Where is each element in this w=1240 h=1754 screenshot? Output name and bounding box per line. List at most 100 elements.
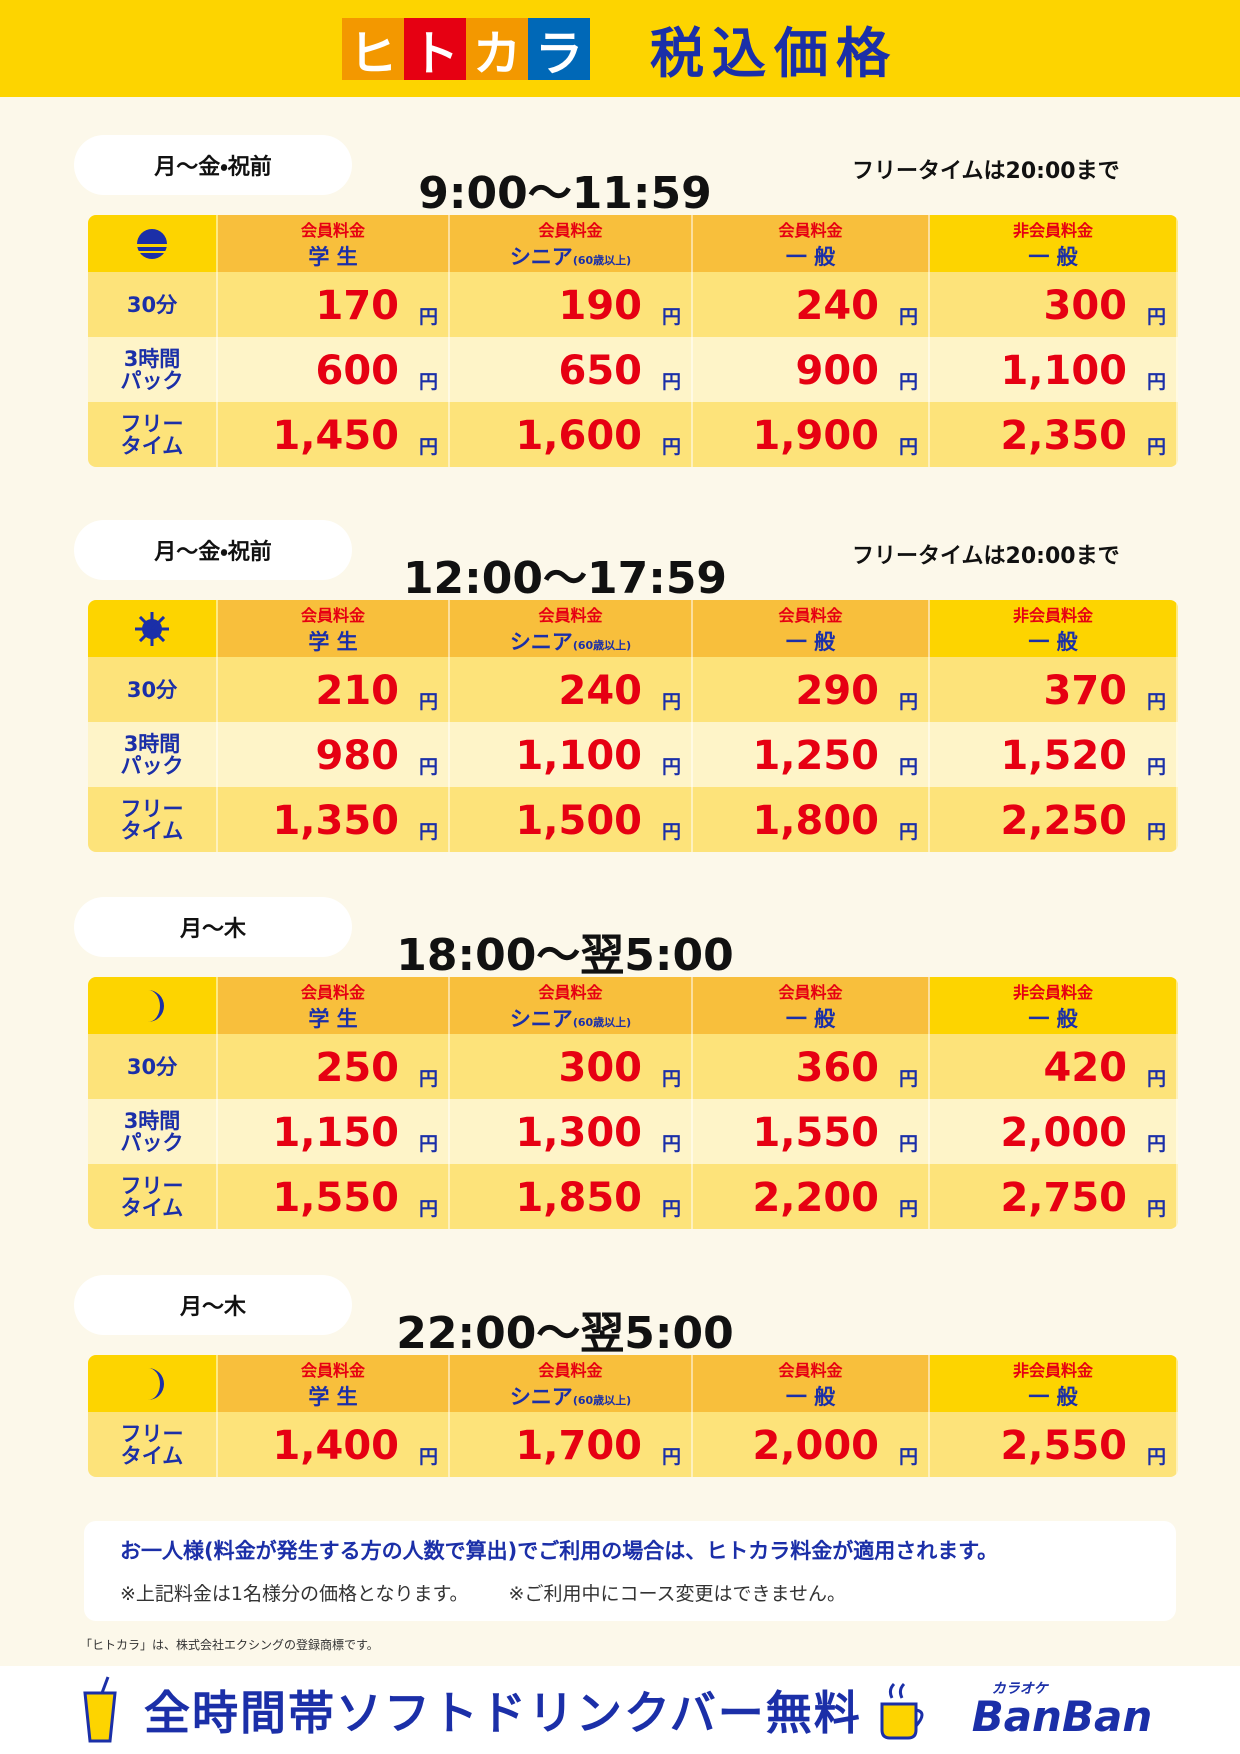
yen: 円 [418,306,438,328]
price: 190 [558,283,642,329]
cup-icon [83,1676,117,1743]
age-note: (60歳以上) [572,638,632,652]
days-label: 月〜木 [74,897,352,957]
price: 1,400 [272,1423,399,1469]
row-label: 30分 [88,657,218,722]
price: 1,850 [515,1175,642,1221]
yen: 円 [898,1068,918,1090]
yen: 円 [1146,306,1166,328]
yen: 円 [898,821,918,843]
yen: 円 [898,691,918,713]
price-cell: 360 円 [693,1034,930,1099]
logo-char: ラ [528,17,590,82]
column-group: 会員料金 [778,220,843,240]
price-table: 会員料金学 生会員料金 シニア(60歳以上) 会員料金一 般非会員料金一 般 30分 2… [88,600,1178,852]
yen: 円 [1146,1446,1166,1468]
price: 1,250 [752,733,879,779]
price: 250 [315,1045,399,1091]
yen: 円 [418,371,438,393]
row-label: フリー タイム [88,1164,218,1229]
column-header: 会員料金 シニア(60歳以上) [450,600,693,657]
yen: 円 [661,1068,681,1090]
column-group: 非会員料金 [1012,220,1093,240]
yen: 円 [898,306,918,328]
price-cell: 1,350 円 [218,787,450,852]
yen: 円 [898,371,918,393]
column-group: 会員料金 [300,982,365,1002]
column-name: シニア(60歳以上) [510,1381,631,1411]
price-cell: 2,250 円 [930,787,1178,852]
price-table: 会員料金学 生会員料金 シニア(60歳以上) 会員料金一 般非会員料金一 般 30分 2… [88,977,1178,1229]
column-header: 会員料金一 般 [693,977,930,1034]
column-group: 会員料金 [778,982,843,1002]
price: 300 [1043,283,1127,329]
price-cell: 1,800 円 [693,787,930,852]
banner: 全時間帯ソフトドリンクバー無料 [144,1686,862,1740]
column-header: 会員料金 シニア(60歳以上) [450,1355,693,1412]
title: 税込価格 [650,22,898,85]
notes-box: お一人様(料金が発生する方の人数で算出)でご利用の場合は、ヒトカラ料金が適用され… [84,1521,1176,1621]
column-name: シニア(60歳以上) [510,626,631,656]
time-icon [88,1355,218,1412]
price-cell: 1,500 円 [450,787,693,852]
yen: 円 [418,1068,438,1090]
price: 1,100 [515,733,642,779]
time-range: 22:00〜翌5:00 [396,1308,734,1359]
yen: 円 [1146,1133,1166,1155]
price-cell: 1,600 円 [450,402,693,467]
column-header: 会員料金一 般 [693,600,930,657]
price: 170 [315,283,399,329]
logo-char: ト [404,17,466,82]
column-name: 一 般 [786,241,835,271]
label-line: 3時間 [123,731,181,756]
footer: 全時間帯ソフトドリンクバー無料 カラオケ BanBan [0,1666,1240,1754]
price-cell: 900 円 [693,337,930,402]
yen: 円 [661,436,681,458]
column-group: 会員料金 [300,220,365,240]
price: 2,000 [752,1423,879,1469]
price-table: 会員料金学 生会員料金 シニア(60歳以上) 会員料金一 般非会員料金一 般 30分 1… [88,215,1178,467]
logo-char: カ [466,17,528,82]
name: 学 生 [308,244,358,269]
yen: 円 [418,436,438,458]
column-name: 一 般 [786,1003,835,1033]
yen: 円 [1146,1198,1166,1220]
price: 2,250 [1000,798,1127,844]
column-header: 会員料金一 般 [693,1355,930,1412]
price-cell: 1,150 円 [218,1099,450,1164]
name: シニア [509,629,573,654]
price-cell: 2,200 円 [693,1164,930,1229]
yen: 円 [1146,371,1166,393]
logo-char: ヒ [342,17,404,82]
days-label: 月〜金・祝前 [74,135,352,195]
column-name: 一 般 [1028,1003,1077,1033]
note: ※ご利用中にコース変更はできません。 [508,1583,846,1605]
price: 1,700 [515,1423,642,1469]
price: 650 [558,348,642,394]
yen: 円 [1146,1068,1166,1090]
price: 210 [315,668,399,714]
price: 240 [558,668,642,714]
label-line: パック [120,1130,184,1155]
row-label: 30分 [88,1034,218,1099]
price-cell: 300 円 [930,272,1178,337]
price: 1,350 [272,798,399,844]
price-cell: 1,450 円 [218,402,450,467]
yen: 円 [418,821,438,843]
yen: 円 [418,691,438,713]
column-header: 非会員料金一 般 [930,977,1178,1034]
coffee-icon [880,1682,924,1740]
price-cell: 1,850 円 [450,1164,693,1229]
name: 一 般 [1028,1006,1078,1031]
yen: 円 [1146,691,1166,713]
price-cell: 290 円 [693,657,930,722]
header: ヒトカラ 税込価格 [0,0,1240,97]
free-time-note: フリータイムは20:00まで [852,159,1120,184]
yen: 円 [898,1446,918,1468]
time-range: 12:00〜17:59 [402,553,728,604]
price: 980 [315,733,399,779]
price: 300 [558,1045,642,1091]
price-cell: 170 円 [218,272,450,337]
yen: 円 [661,1133,681,1155]
note-main: お一人様(料金が発生する方の人数で算出)でご利用の場合は、ヒトカラ料金が適用され… [120,1539,999,1563]
